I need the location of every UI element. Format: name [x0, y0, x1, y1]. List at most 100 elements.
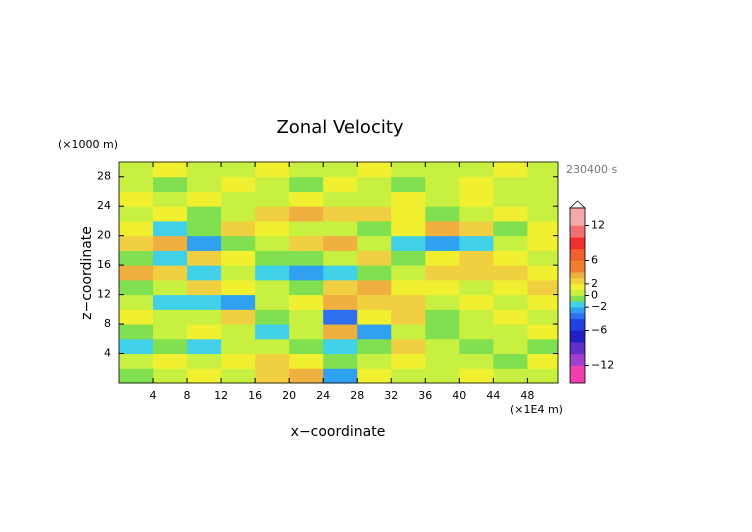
- field-cell: [527, 162, 559, 178]
- field-cell: [221, 235, 256, 251]
- field-cell: [425, 250, 460, 266]
- field-cell: [119, 162, 154, 178]
- field-cell: [425, 353, 460, 369]
- field-cell: [357, 206, 392, 222]
- field-cell: [221, 191, 256, 207]
- field-cell: [323, 368, 358, 384]
- field-cell: [255, 265, 290, 281]
- field-cell: [459, 279, 494, 296]
- field-cell: [119, 191, 154, 207]
- field-cell: [323, 176, 358, 192]
- field-cell: [323, 294, 358, 310]
- field-cell: [391, 265, 426, 281]
- field-cell: [221, 279, 256, 296]
- field-cell: [493, 294, 528, 310]
- field-cell: [357, 279, 392, 296]
- field-cell: [187, 338, 222, 355]
- field-cell: [221, 220, 256, 237]
- field-cell: [119, 309, 154, 325]
- y-tick-label: 8: [104, 317, 111, 330]
- field-cell: [527, 191, 559, 207]
- field-cell: [459, 162, 494, 178]
- field-cell: [119, 206, 154, 222]
- field-cell: [425, 206, 460, 222]
- x-tick-label: 24: [316, 389, 330, 402]
- field-cell: [425, 309, 460, 325]
- field-cell: [187, 265, 222, 281]
- field-cell: [119, 235, 154, 251]
- field-cell: [221, 324, 256, 340]
- field-cell: [425, 191, 460, 207]
- colorbar-swatch: [570, 342, 585, 355]
- colorbar-swatch: [570, 365, 585, 384]
- field-cell: [323, 191, 358, 207]
- field-cell: [391, 279, 426, 296]
- field-cell: [493, 220, 528, 237]
- field-cell: [323, 206, 358, 222]
- field-cell: [425, 279, 460, 296]
- field-cell: [153, 279, 188, 296]
- y-unit: (×1000 m): [58, 138, 118, 151]
- colorbar-swatch: [570, 353, 585, 366]
- field-cell: [459, 265, 494, 281]
- field-cell: [255, 368, 290, 384]
- field-cell: [255, 279, 290, 296]
- colorbar-swatch: [570, 313, 585, 320]
- field-cell: [255, 338, 290, 355]
- field-cell: [493, 176, 528, 192]
- field-cell: [289, 235, 324, 251]
- colorbar-swatch: [570, 248, 585, 261]
- colorbar-swatch: [570, 208, 585, 226]
- x-tick-label: 20: [282, 389, 296, 402]
- y-tick-label: 24: [97, 199, 111, 212]
- plot-frame: [118, 161, 559, 384]
- time-label: 230400 s: [566, 163, 617, 176]
- colorbar-swatch: [570, 301, 585, 308]
- field-cell: [153, 324, 188, 340]
- colorbar-tick-label: 0: [591, 289, 598, 302]
- field-cell: [187, 235, 222, 251]
- field-cell: [255, 235, 290, 251]
- field-cell: [289, 176, 324, 192]
- field-cell: [119, 368, 154, 384]
- field-cell: [119, 279, 154, 296]
- field-cell: [289, 220, 324, 237]
- field-cell: [527, 353, 559, 369]
- field-cell: [221, 353, 256, 369]
- x-tick-label: 8: [184, 389, 191, 402]
- field-cell: [391, 176, 426, 192]
- field-cell: [357, 250, 392, 266]
- x-tick-label: 44: [486, 389, 500, 402]
- field-cell: [391, 309, 426, 325]
- field-cell: [357, 162, 392, 178]
- field-cell: [255, 294, 290, 310]
- field-cell: [459, 324, 494, 340]
- x-tick-label: 40: [452, 389, 466, 402]
- field-cell: [187, 353, 222, 369]
- field-cell: [221, 162, 256, 178]
- field-cell: [493, 279, 528, 296]
- field-cell: [425, 265, 460, 281]
- field-cell: [221, 338, 256, 355]
- field-cell: [323, 353, 358, 369]
- field-cell: [153, 220, 188, 237]
- colorbar-swatch: [570, 237, 585, 250]
- y-tick-label: 16: [97, 258, 111, 271]
- field-cell: [119, 265, 154, 281]
- field-cell: [289, 265, 324, 281]
- colorbar-tick-label: 6: [591, 254, 598, 267]
- field-cell: [289, 191, 324, 207]
- field-cell: [187, 294, 222, 310]
- field-cell: [255, 353, 290, 369]
- field-cell: [527, 279, 559, 296]
- field-cell: [425, 176, 460, 192]
- field-cell: [221, 294, 256, 310]
- field-cell: [255, 220, 290, 237]
- field-cell: [391, 191, 426, 207]
- field-cell: [119, 353, 154, 369]
- field-cell: [187, 250, 222, 266]
- field-cell: [459, 338, 494, 355]
- field-cell: [527, 338, 559, 355]
- field-cell: [459, 353, 494, 369]
- field-cell: [391, 294, 426, 310]
